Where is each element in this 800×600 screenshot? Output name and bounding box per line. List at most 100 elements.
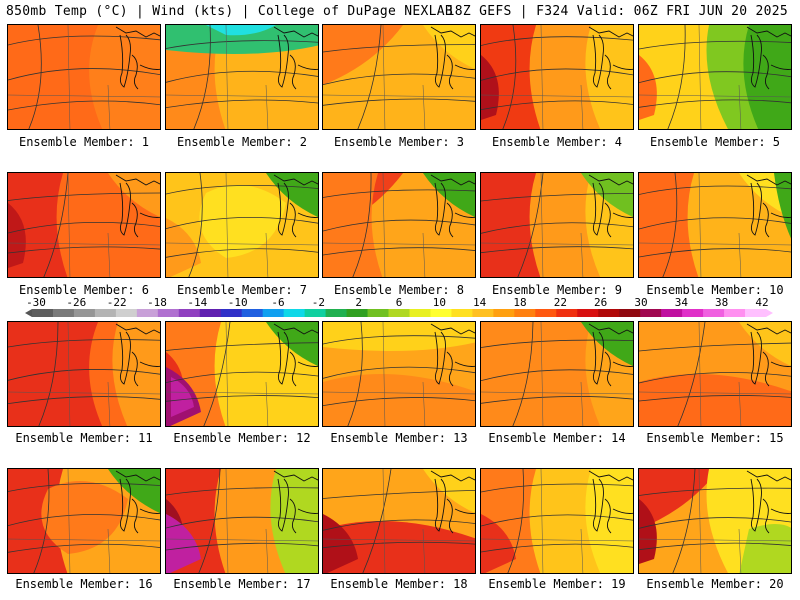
ensemble-map-panel (165, 321, 319, 427)
height-contour (323, 489, 475, 499)
height-contour (323, 98, 475, 106)
height-contour (43, 173, 69, 277)
temperature-field (166, 25, 318, 129)
state-borders (639, 173, 791, 277)
height-contour (481, 514, 633, 527)
color-scale-segment (157, 309, 180, 317)
ensemble-map-panel (7, 468, 161, 574)
ensemble-map-panel (480, 468, 634, 574)
height-contour (481, 543, 633, 553)
temperature-region (585, 469, 633, 573)
temperature-field (323, 322, 475, 426)
color-scale-segment (325, 309, 348, 317)
temperature-field (8, 469, 160, 573)
color-scale-segment (73, 309, 96, 317)
temperature-region (739, 524, 791, 573)
color-scale-segment (220, 309, 243, 317)
ensemble-member-label: Ensemble Member: 14 (488, 431, 626, 445)
color-scale-segment (136, 309, 159, 317)
height-contour (323, 519, 475, 531)
color-scale-tick-label: -26 (66, 296, 87, 309)
temperature-field (481, 25, 633, 129)
color-scale-tick-label: -14 (187, 296, 208, 309)
color-scale-tick-label: -22 (106, 296, 127, 309)
ensemble-member-label: Ensemble Member: 19 (488, 577, 626, 591)
color-scale-segment (52, 309, 75, 317)
height-contour (481, 483, 633, 493)
ensemble-member-label: Ensemble Member: 12 (173, 431, 311, 445)
color-scale-segment (724, 309, 746, 317)
height-contour (672, 469, 696, 573)
state-borders (323, 25, 475, 129)
ensemble-map-panel (7, 172, 161, 278)
height-contour (352, 173, 372, 277)
color-scale-segment (640, 309, 662, 317)
ensemble-map-panel (480, 24, 634, 130)
ensemble-member-label: Ensemble Member: 4 (491, 135, 623, 149)
height-contour (28, 25, 42, 129)
height-contour (323, 335, 475, 345)
great-lakes-outline (115, 26, 160, 90)
temperature-region (166, 514, 201, 573)
color-scale-segment (388, 309, 410, 317)
height-contour (323, 397, 475, 407)
height-contour (639, 217, 791, 230)
colorbar-left-arrow (25, 309, 32, 317)
color-scale-segment (535, 309, 557, 317)
color-scale-tick-label: -2 (311, 296, 325, 309)
height-contour (166, 342, 318, 351)
height-contour (323, 219, 475, 232)
state-borders (8, 469, 160, 573)
height-contour (662, 173, 678, 277)
temperature-field (323, 469, 475, 573)
color-scale-segment (682, 309, 704, 317)
ensemble-member-label: Ensemble Member: 3 (333, 135, 465, 149)
temperature-field (481, 469, 633, 573)
height-contour (166, 40, 318, 49)
color-scale-segment (556, 309, 578, 317)
height-contour (8, 35, 160, 46)
height-contour (8, 68, 160, 81)
color-scale-tick-label: 22 (553, 296, 567, 309)
height-contour (166, 70, 318, 83)
height-contour (481, 68, 633, 81)
ensemble-map-panel (638, 321, 792, 427)
ensemble-map-panel (7, 24, 161, 130)
height-contour (198, 469, 221, 573)
height-contour (512, 322, 534, 426)
state-borders (481, 322, 633, 426)
height-contour (639, 517, 791, 529)
ensemble-member-label: Ensemble Member: 5 (649, 135, 781, 149)
temperature-region (323, 374, 475, 426)
map-title: 850mb Temp (°C) | Wind (kts) | College o… (6, 4, 453, 19)
height-contour (639, 372, 791, 384)
color-scale-tick-label: 30 (634, 296, 648, 309)
height-contour (639, 487, 791, 496)
color-scale-segment (619, 309, 641, 317)
height-contour (639, 99, 791, 108)
great-lakes-outline (115, 174, 160, 238)
color-scale-segment (514, 309, 536, 317)
temperature-region (171, 377, 194, 417)
ensemble-member-label: Ensemble Member: 6 (18, 283, 150, 297)
great-lakes-outline (746, 470, 791, 534)
ensemble-map-panel (638, 24, 792, 130)
height-contour (323, 44, 475, 53)
color-scale-tick-label: 34 (674, 296, 688, 309)
height-contour (639, 40, 791, 50)
color-scale-segment (32, 309, 54, 317)
color-scale-segment (703, 309, 725, 317)
height-contour (193, 25, 211, 129)
state-borders (8, 173, 160, 277)
color-scale-segment (262, 309, 285, 317)
great-lakes-outline (115, 323, 160, 387)
ensemble-member-label: Ensemble Member: 20 (646, 577, 784, 591)
color-scale-tick-label: -30 (26, 296, 46, 309)
height-contour (481, 396, 633, 404)
height-contour (481, 339, 633, 348)
height-contour (481, 36, 633, 46)
ensemble-map-panel (322, 468, 476, 574)
color-scale-segment (283, 309, 306, 317)
height-contour (357, 25, 382, 129)
height-contour (8, 482, 160, 492)
